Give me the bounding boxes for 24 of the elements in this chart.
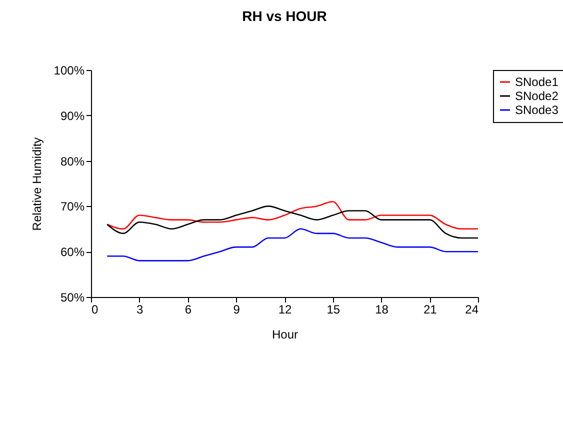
x-tick-label: 15 (326, 302, 340, 316)
x-tick-label: 3 (136, 302, 144, 316)
y-tick-label: 80% (60, 154, 85, 168)
x-tick-label: 9 (233, 302, 240, 316)
legend-label: SNode1 (515, 75, 559, 89)
y-tick-label: 60% (60, 245, 85, 260)
x-tick-label: 12 (278, 302, 292, 316)
y-axis-title: Relative Humidity (30, 137, 44, 231)
legend-label: SNode3 (515, 103, 559, 117)
line-series (106, 201, 479, 230)
chart-title: RH vs HOUR (242, 8, 327, 24)
y-tick-label: 70% (60, 200, 85, 214)
x-tick-label: 24 (465, 302, 479, 316)
line-series (106, 228, 479, 262)
y-tick-label: 50% (60, 290, 85, 304)
legend-label: SNode2 (515, 89, 559, 103)
x-axis-title: Hour (272, 328, 298, 342)
x-tick-label: 0 (92, 302, 98, 316)
line-series (106, 206, 479, 239)
x-tick-label: 6 (184, 302, 192, 316)
x-tick-label: 18 (375, 302, 389, 316)
y-tick-label: 100% (54, 64, 85, 78)
y-tick-label: 90% (60, 108, 85, 123)
x-tick-label: 21 (423, 302, 438, 316)
